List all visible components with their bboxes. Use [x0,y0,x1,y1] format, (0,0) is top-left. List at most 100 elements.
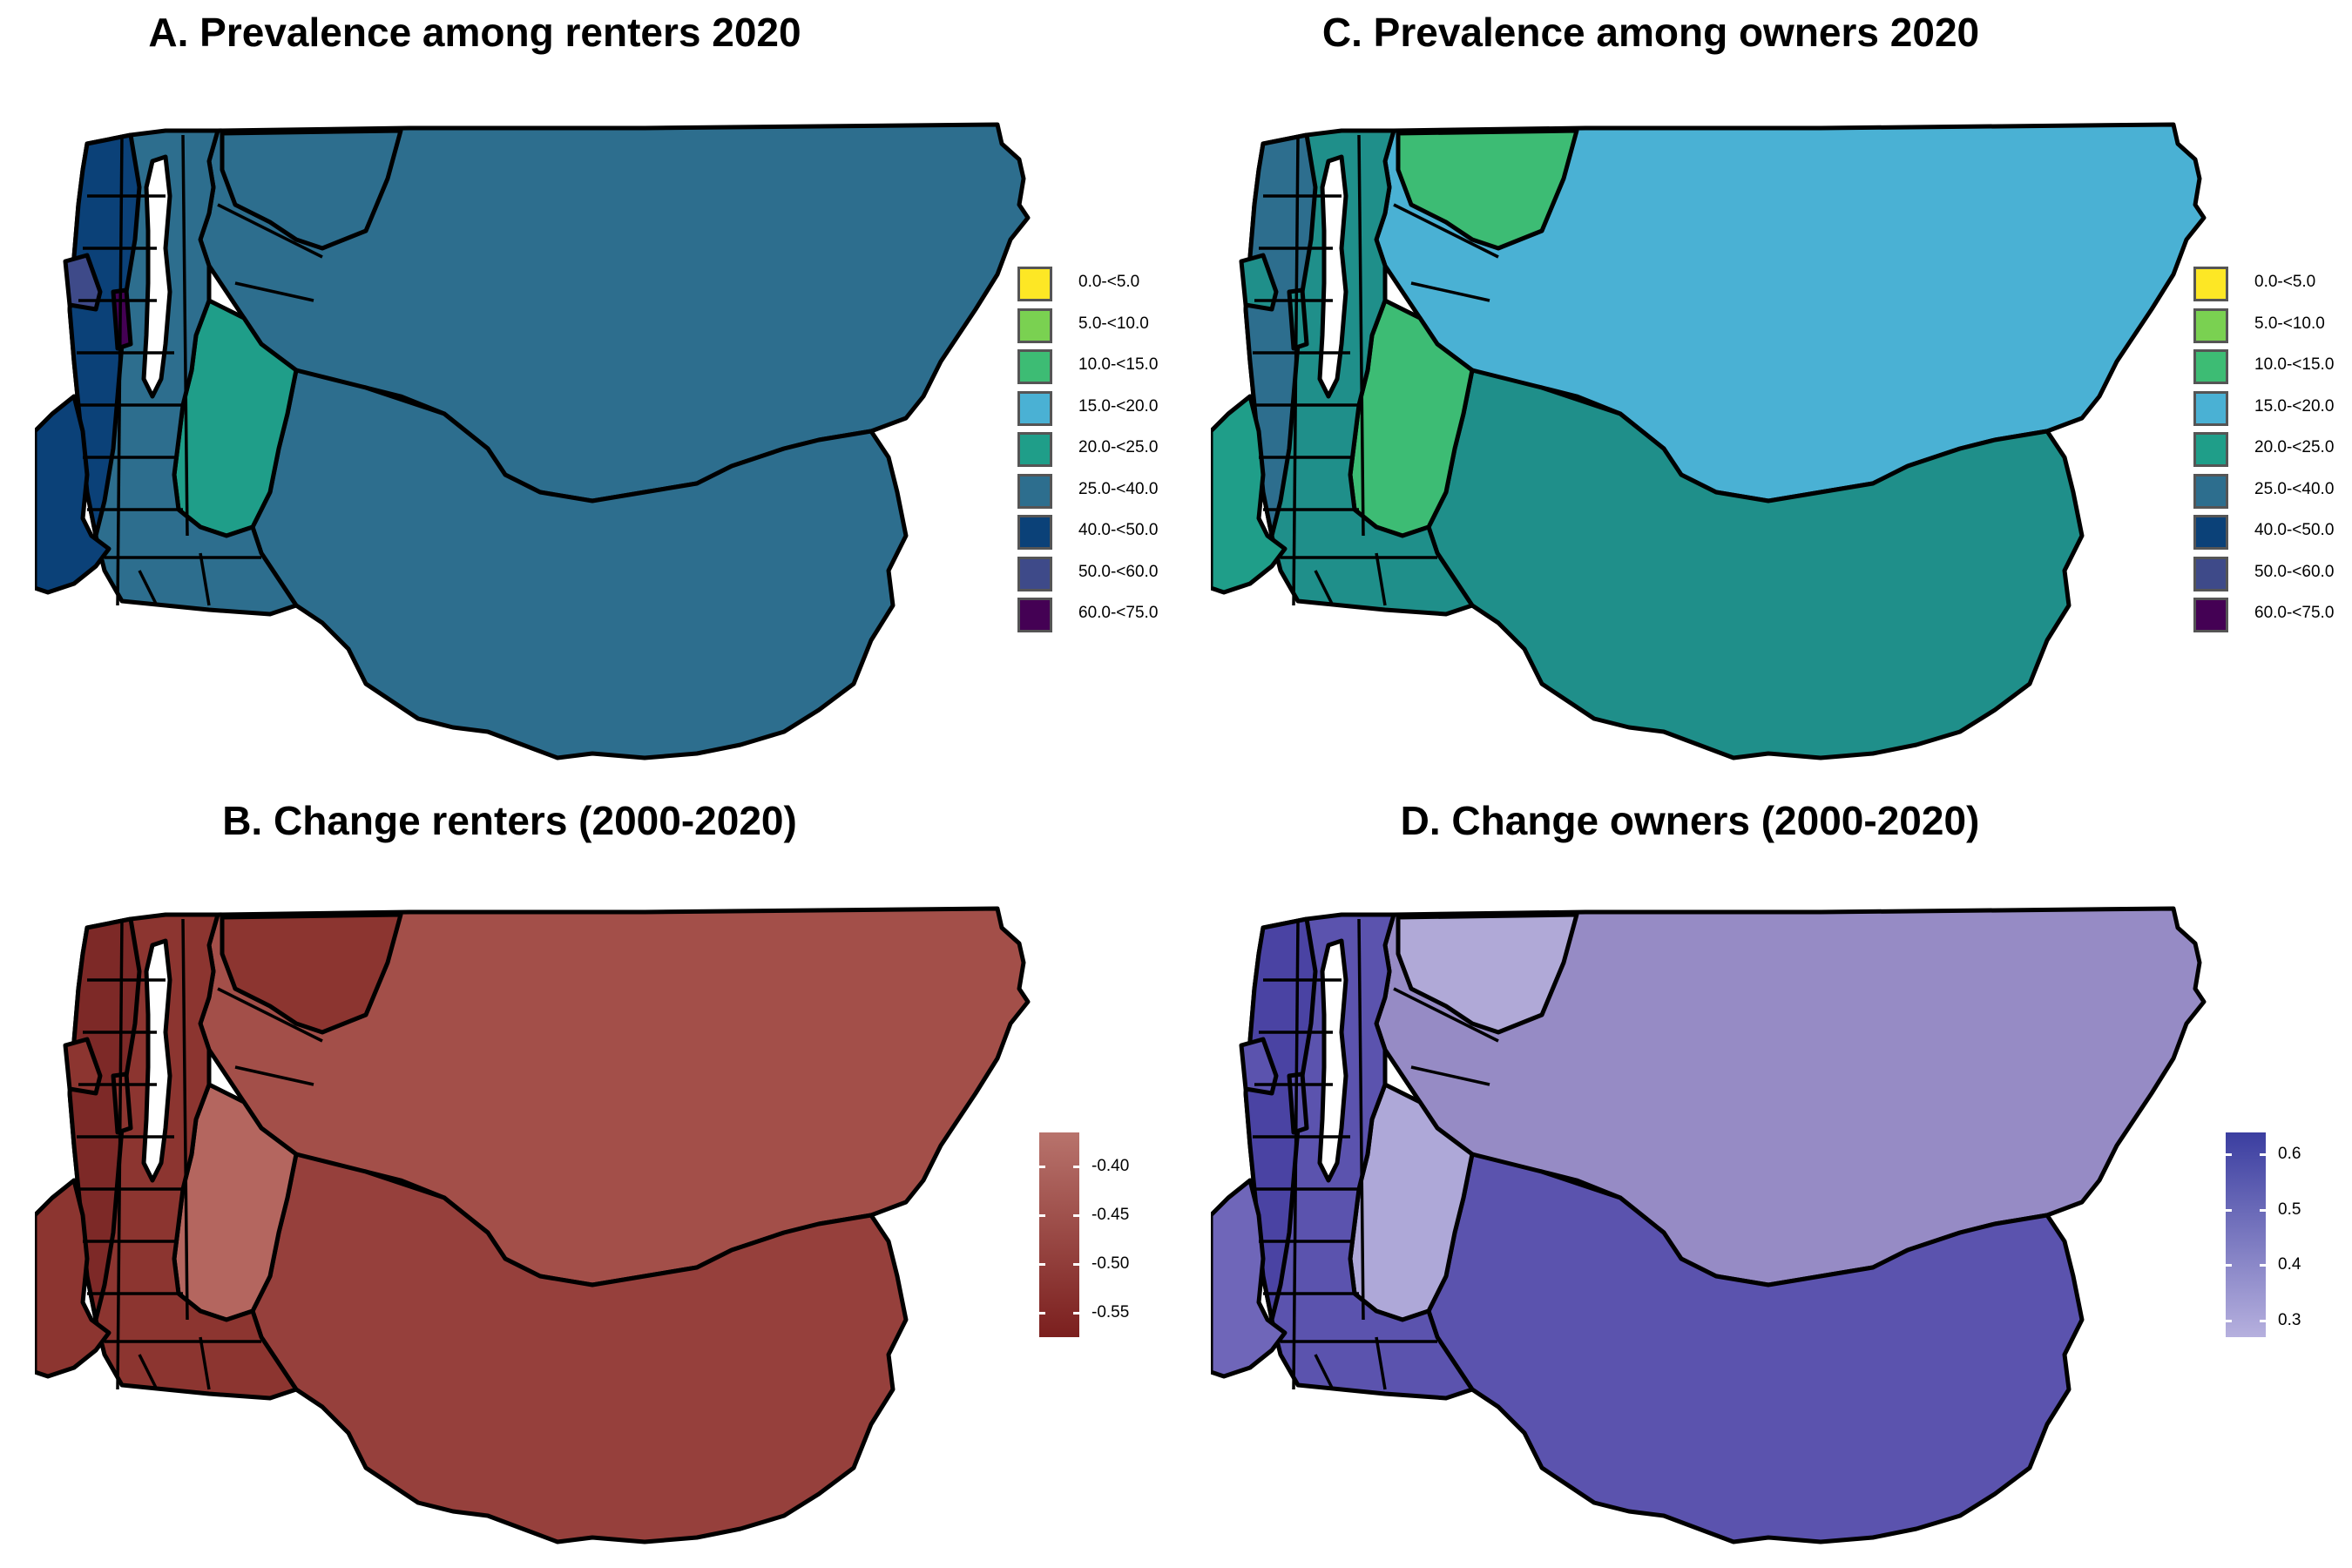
legend-label: 0.0-<5.0 [1078,273,1140,291]
legend-item: 25.0-<40.0 [1017,471,1192,512]
colorbar-tick-label: 0.4 [2278,1255,2301,1274]
colorbar-tick-mark [1039,1312,1045,1315]
legend-item: 40.0-<50.0 [1017,512,1192,553]
region-lake [141,938,172,1183]
map-renters-change [35,906,1031,1544]
region-lines [77,918,323,1390]
colorbar-tick-mark [1073,1166,1079,1169]
region-island [1211,1178,1288,1379]
legend-label: 20.0-<25.0 [1078,438,1159,456]
legend-swatch [2193,308,2228,343]
legend-swatch [1017,267,1052,301]
legend-item: 50.0-<60.0 [2193,554,2352,595]
region-island [1211,394,1288,595]
region-lines [1253,918,1499,1390]
legend-swatch [1017,308,1052,343]
legend-swatch [1017,598,1052,632]
legend-label: 15.0-<20.0 [1078,396,1159,416]
region-island [35,1178,112,1379]
legend-item: 60.0-<75.0 [1017,595,1192,636]
region-lake [1317,938,1348,1183]
region-lake [141,154,172,399]
panel-b-title: B. Change renters (2000-2020) [222,798,797,843]
legend-swatch [2193,349,2228,384]
colorbar-tick-mark [2260,1153,2266,1157]
legend-label: 5.0-<10.0 [2254,314,2325,333]
panel-c-title: C. Prevalence among owners 2020 [1321,10,1980,55]
legend-label: 25.0-<40.0 [2254,479,2335,498]
legend-item: 60.0-<75.0 [2193,595,2352,636]
region-north [1396,128,1579,251]
legend-swatch [2193,556,2228,591]
legend-label: 50.0-<60.0 [1078,562,1159,581]
colorbar-tick-mark [1073,1214,1079,1218]
colorbar-tick-label: -0.45 [1092,1206,1130,1225]
legend-item: 20.0-<25.0 [2193,429,2352,470]
legend-label: 40.0-<50.0 [1078,521,1159,539]
region-lines [77,134,323,606]
colorbar-tick-mark [2260,1319,2266,1322]
colorbar-tick-label: -0.40 [1092,1157,1130,1176]
legend-label: 15.0-<20.0 [2254,396,2335,416]
colorbar-tick-mark [2226,1153,2232,1157]
region-north [220,912,403,1035]
colorbar-tick-mark [1073,1312,1079,1315]
region-lake [1317,154,1348,399]
colorbar-renters-change: -0.40 -0.45 -0.50 -0.55 [1039,1132,1129,1337]
colorbar-tick-mark [2226,1264,2232,1267]
colorbar-tick-label: -0.55 [1092,1303,1130,1322]
legend-label: 5.0-<10.0 [1078,314,1149,333]
legend-swatch [1017,390,1052,426]
legend-item: 40.0-<50.0 [2193,512,2352,553]
legend-item: 0.0-<5.0 [1017,264,1192,305]
colorbar-tick-label: 0.6 [2278,1145,2301,1164]
colorbar-tick-mark [1073,1263,1079,1267]
legend-swatch [1017,349,1052,384]
legend-swatch [2193,267,2228,301]
legend-item: 5.0-<10.0 [1017,306,1192,347]
legend-label: 50.0-<60.0 [2254,562,2335,581]
region-north [1396,912,1579,1035]
map-owners-prevalence [1211,122,2207,760]
legend-item: 50.0-<60.0 [1017,554,1192,595]
map-owners-change [1211,906,2207,1544]
legend-swatch [2193,598,2228,632]
legend-item: 0.0-<5.0 [2193,264,2352,305]
legend-label: 60.0-<75.0 [2254,604,2335,622]
legend-item: 20.0-<25.0 [1017,429,1192,470]
legend-swatch [1017,515,1052,550]
region-lines [1253,134,1499,606]
colorbar-tick-mark [1039,1214,1045,1218]
legend-swatch [2193,432,2228,467]
legend-swatch [1017,473,1052,509]
region-island [35,394,112,595]
legend-owners-prevalence: 0.0-<5.0 5.0-<10.0 10.0-<15.0 15.0-<20.0 20.… [2193,264,2350,639]
legend-swatch [2193,390,2228,426]
legend-label: 10.0-<15.0 [1078,355,1159,374]
legend-label: 25.0-<40.0 [1078,479,1159,498]
colorbar-tick-label: -0.50 [1092,1254,1130,1274]
legend-swatch [2193,473,2228,509]
colorbar-tick-mark [2260,1208,2266,1212]
legend-item: 10.0-<15.0 [1017,347,1192,388]
legend-label: 10.0-<15.0 [2254,355,2335,374]
legend-label: 60.0-<75.0 [1078,604,1159,622]
map-renters-prevalence [35,122,1031,760]
colorbar-tick-mark [1039,1166,1045,1169]
colorbar-tick-label: 0.5 [2278,1200,2301,1219]
region-north [220,128,403,251]
legend-renters-prevalence: 0.0-<5.0 5.0-<10.0 10.0-<15.0 15.0-<20.0 20.… [1017,264,1209,639]
panel-a-title: A. Prevalence among renters 2020 [148,10,801,55]
colorbar-tick-mark [2226,1319,2232,1322]
legend-swatch [1017,556,1052,591]
legend-item: 15.0-<20.0 [2193,389,2352,429]
colorbar-tick-mark [2226,1208,2232,1212]
colorbar-owners-change: 0.6 0.5 0.4 0.3 [2226,1132,2301,1337]
legend-item: 10.0-<15.0 [2193,347,2352,388]
legend-swatch [2193,515,2228,550]
legend-item: 25.0-<40.0 [2193,471,2352,512]
legend-label: 40.0-<50.0 [2254,521,2335,539]
legend-label: 0.0-<5.0 [2254,273,2316,291]
panel-d-title: D. Change owners (2000-2020) [1400,798,1980,843]
legend-swatch [1017,432,1052,467]
